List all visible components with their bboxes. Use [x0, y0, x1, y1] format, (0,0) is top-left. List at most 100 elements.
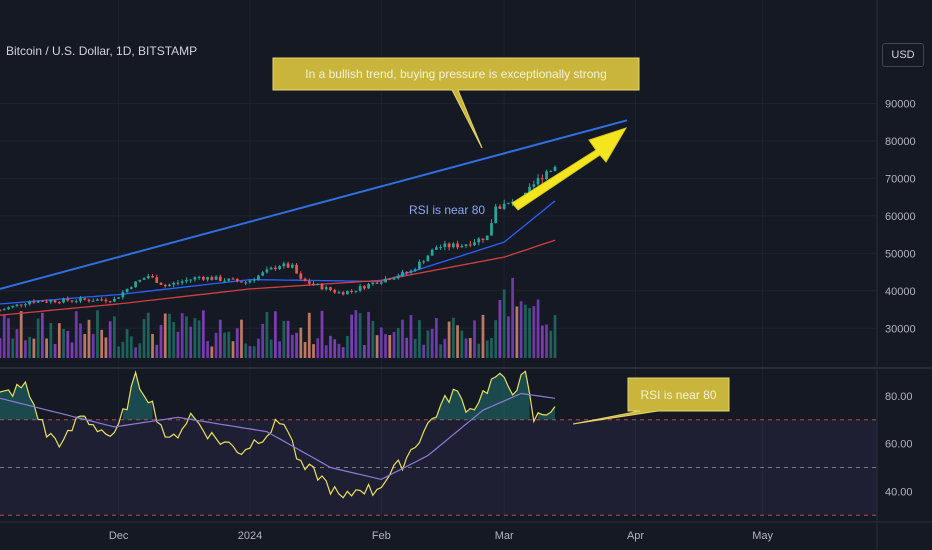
volume-bar	[172, 322, 176, 358]
volume-bar	[299, 327, 303, 358]
trendline-layer[interactable]	[0, 119, 628, 290]
time-axis[interactable]: Dec 2024 Feb Mar Apr May	[109, 530, 774, 542]
candle-body	[388, 278, 392, 280]
volume-bar	[490, 337, 493, 358]
candle-body	[316, 284, 320, 286]
candle-body	[468, 244, 472, 246]
volume-bar	[70, 342, 74, 358]
candle-body	[303, 278, 307, 282]
symbol-title[interactable]: Bitcoin / U.S. Dollar, 1D, BITSTAMP	[6, 44, 198, 58]
volume-bar	[244, 343, 248, 358]
volume-bar	[45, 338, 48, 358]
volume-bar	[265, 312, 269, 358]
volume-bar	[307, 312, 311, 358]
candle-body	[142, 278, 146, 280]
volume-bar	[532, 306, 536, 358]
candle-body	[392, 278, 396, 280]
candle-body	[464, 244, 468, 247]
candle-body	[11, 305, 15, 308]
candle-body	[367, 283, 370, 289]
candle-body	[180, 281, 184, 283]
volume-bar	[87, 319, 91, 358]
volume-bar	[83, 333, 87, 358]
currency-button[interactable]: USD	[882, 43, 924, 67]
volume-bar	[460, 330, 464, 358]
candle-body	[269, 267, 273, 270]
volume-bar	[333, 339, 337, 358]
volume-bar	[316, 338, 320, 358]
candle-body	[138, 279, 142, 282]
volume-bar	[392, 331, 396, 358]
volume-bar	[49, 322, 53, 358]
volume-bar	[286, 320, 290, 358]
volume-bar	[515, 306, 519, 358]
candle-body	[66, 298, 70, 301]
candle-body	[350, 290, 354, 292]
volume-bar	[549, 330, 553, 358]
volume-bar	[269, 339, 273, 358]
volume-bar	[329, 335, 332, 358]
volume-bar	[413, 338, 417, 358]
candle-body	[358, 286, 362, 291]
candle-body	[481, 238, 485, 241]
rsi-overbought-fill	[0, 382, 43, 420]
volume-bar	[168, 313, 171, 358]
volume-bar	[155, 344, 159, 358]
volume-bar	[125, 329, 129, 358]
volume-bar	[451, 317, 455, 358]
volume-bar	[337, 343, 341, 358]
candle-body	[337, 292, 341, 294]
candle-body	[168, 284, 171, 287]
volume-bar	[40, 312, 44, 358]
volume-bar	[447, 321, 451, 358]
volume-bar	[473, 320, 476, 358]
candle-body	[430, 249, 434, 256]
volume-bar	[185, 316, 188, 358]
rsi-line	[0, 370, 556, 499]
volume-bar	[498, 299, 502, 358]
drawing-annotations[interactable]: In a bullish trend, buying pressure is e…	[272, 57, 730, 425]
volume-bar	[553, 315, 557, 358]
candle-body	[62, 298, 65, 303]
candle-body	[477, 238, 481, 243]
candle-body	[159, 282, 163, 285]
candle-body	[121, 292, 125, 298]
candle-body	[502, 203, 506, 209]
volume-bar	[388, 335, 392, 358]
volume-bar	[282, 320, 286, 358]
candle-body	[227, 278, 231, 281]
candle-body	[28, 301, 32, 305]
candle-body	[409, 270, 413, 273]
rsi-callout-box	[572, 377, 730, 425]
candle-body	[320, 284, 324, 290]
rsi-text-annotation: RSI is near 80	[409, 203, 485, 217]
volume-bar	[176, 331, 180, 358]
volume-bar	[79, 323, 82, 358]
candle-body	[299, 273, 303, 279]
volume-bar	[341, 347, 345, 358]
volume-bar	[91, 333, 95, 358]
volume-bar	[418, 320, 421, 358]
candle-body	[83, 298, 87, 300]
volume-bar	[426, 330, 430, 358]
volume-bar	[121, 341, 125, 358]
volume-bar	[528, 308, 531, 358]
volume-bar	[0, 338, 2, 358]
candle-body	[379, 282, 383, 284]
candle-body	[104, 299, 108, 302]
fast-moving-average-line	[0, 200, 556, 305]
candle-body	[549, 170, 553, 172]
candle-body	[2, 309, 6, 311]
volume-bar	[231, 341, 235, 358]
candle-body	[7, 307, 10, 310]
rsi-overbought-fill	[122, 372, 153, 420]
volume-bar	[201, 310, 205, 358]
candle-body	[15, 304, 19, 306]
volume-bar	[405, 337, 409, 358]
volume-bar	[159, 324, 163, 358]
price-tick-label: 80000	[885, 136, 916, 148]
time-tick-label: 2024	[238, 530, 262, 542]
